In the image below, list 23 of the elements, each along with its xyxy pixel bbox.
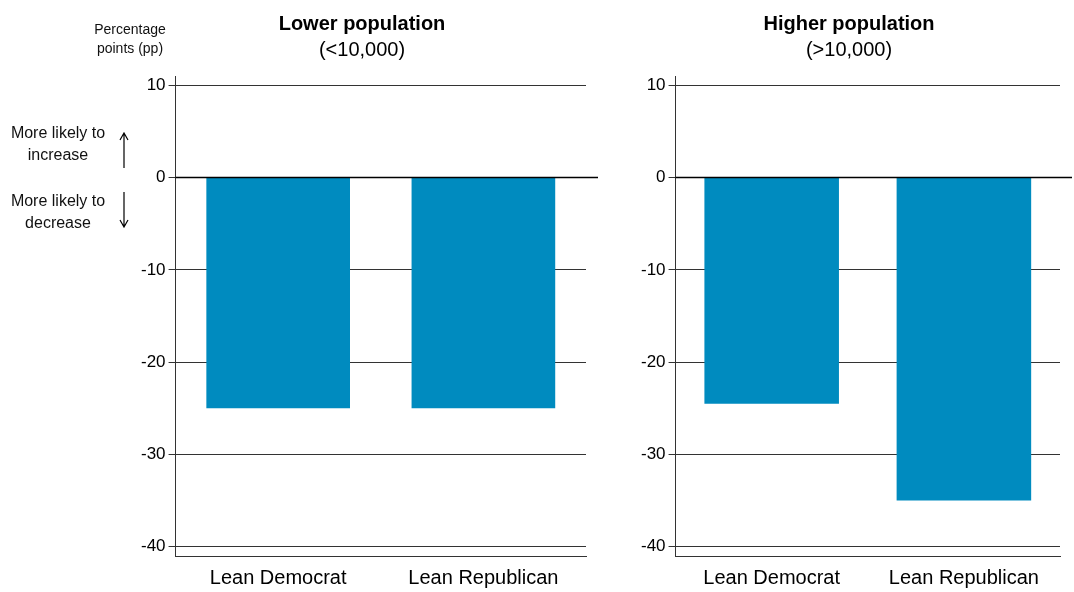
x-tick-label: Lean Republican [888, 565, 1039, 588]
y-tick-label: -20 [140, 351, 166, 371]
chart-subtitle: (>10,000) [805, 37, 893, 60]
y-tick-label: -40 [140, 536, 166, 556]
y-tick-label: -20 [640, 351, 666, 371]
y-tick-label: -40 [640, 536, 666, 556]
x-tick-label: Lean Democrat [703, 565, 841, 588]
y-tick-label: 10 [646, 74, 666, 94]
x-tick-label: Lean Republican [408, 565, 559, 588]
y-tick-label: 0 [156, 167, 166, 187]
y-tick-label: -30 [640, 444, 666, 464]
y-tick-label: -10 [140, 259, 166, 279]
y-tick-label: -10 [640, 259, 666, 279]
chart-subtitle: (<10,000) [318, 37, 406, 60]
y-tick-label: 10 [146, 74, 166, 94]
text: More likely to decrease [9, 190, 107, 233]
y-axis-title: Percentage points (pp) [93, 20, 167, 58]
y-tick-label: 0 [656, 167, 666, 187]
chart-title: Higher population [763, 11, 935, 34]
text: More likely to increase [9, 122, 107, 165]
chart-title: Lower population [278, 11, 446, 34]
x-tick-label: Lean Democrat [209, 565, 347, 588]
y-tick-label: -30 [140, 444, 166, 464]
